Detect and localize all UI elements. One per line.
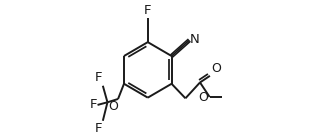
Text: O: O [109, 100, 118, 113]
Text: O: O [211, 62, 221, 75]
Text: F: F [95, 71, 102, 84]
Text: O: O [198, 91, 208, 104]
Text: F: F [90, 98, 97, 111]
Text: N: N [190, 33, 200, 46]
Text: F: F [95, 122, 102, 135]
Text: F: F [144, 4, 152, 17]
